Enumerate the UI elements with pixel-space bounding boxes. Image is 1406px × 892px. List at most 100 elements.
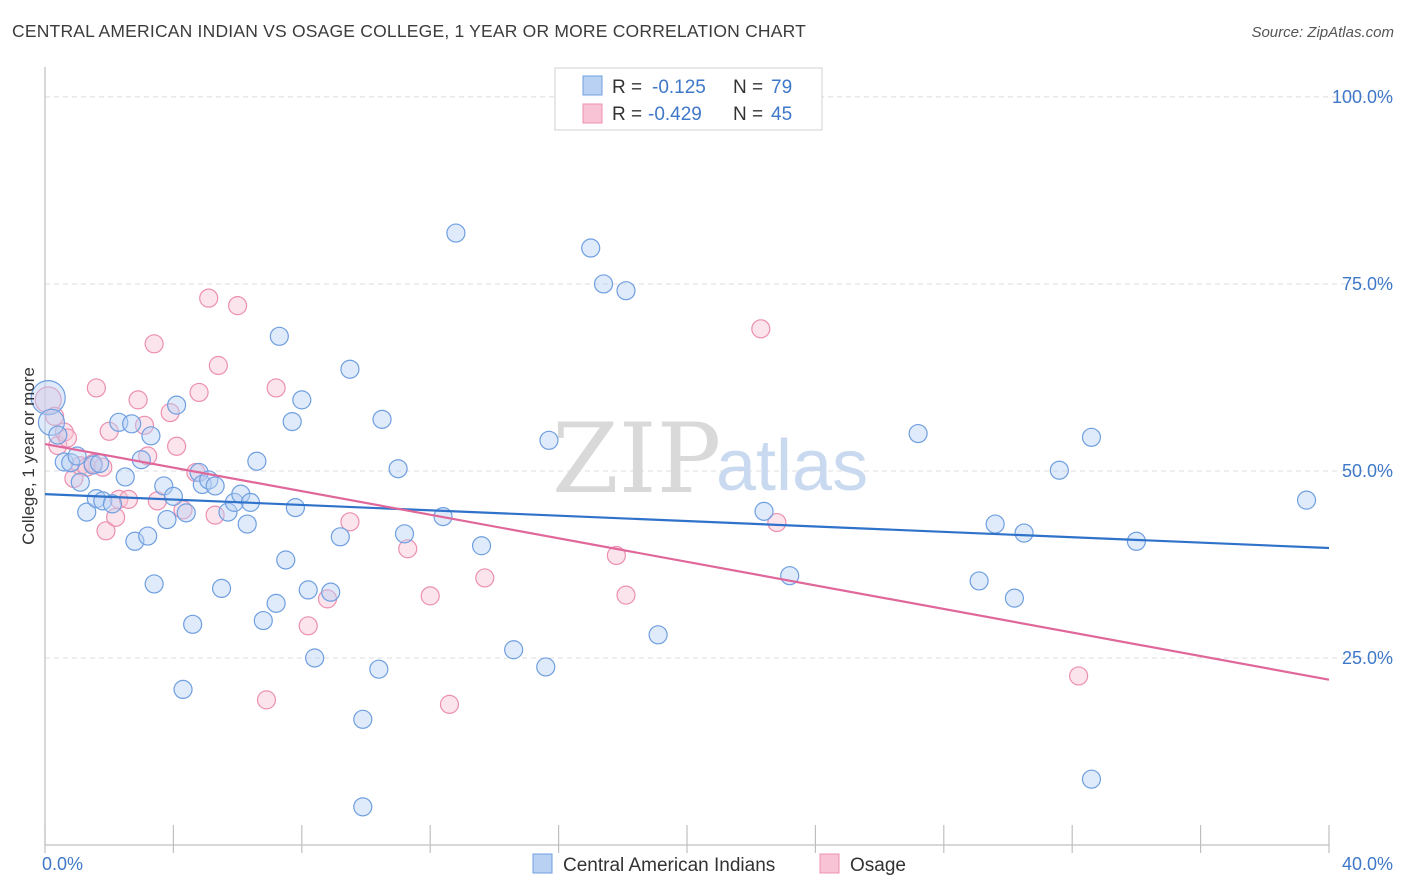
stats-legend-r-value-2: -0.429	[648, 104, 702, 125]
central-american-indian-point-33	[218, 502, 238, 522]
stats-legend-n-value-1: 79	[771, 77, 792, 98]
osage-point-11	[96, 521, 116, 541]
central-american-indian-point-15	[122, 414, 142, 434]
central-american-indian-point-39	[253, 610, 273, 631]
central-american-indian-point-42	[276, 550, 296, 570]
osage-point-0	[34, 386, 62, 414]
central-american-indian-point-71	[985, 514, 1005, 534]
central-american-indian-point-67	[754, 501, 774, 521]
central-american-indian-point-16	[125, 531, 145, 551]
series-legend-swatch-pink	[819, 853, 840, 874]
y-tick-label-75: 75.0%	[1342, 274, 1393, 294]
central-american-indian-point-20	[144, 574, 164, 594]
central-american-indian-point-78	[1296, 490, 1317, 510]
osage-point-21	[160, 403, 180, 423]
grid-lines	[45, 96, 1392, 659]
central-american-indian-point-60	[504, 640, 524, 660]
central-american-indian-point-21	[154, 476, 174, 496]
stats-legend-r-value-1: -0.125	[652, 77, 706, 98]
osage-points	[34, 288, 1089, 714]
central-american-indian-point-49	[330, 527, 350, 547]
osage-trend-line	[44, 442, 1330, 681]
central-american-indian-point-75	[1081, 427, 1102, 447]
central-american-indian-point-6	[70, 472, 90, 492]
central-american-indian-point-25	[173, 679, 193, 700]
osage-point-38	[475, 568, 495, 588]
central-american-indian-point-31	[205, 476, 225, 496]
osage-point-39	[606, 545, 626, 566]
x-tick-label-40: 40.0%	[1342, 854, 1393, 874]
osage-point-19	[144, 334, 164, 354]
osage-point-16	[128, 390, 148, 410]
central-american-indian-point-24	[167, 395, 187, 415]
central-american-indian-point-19	[141, 426, 161, 446]
central-american-indian-point-1	[37, 408, 66, 436]
y-tick-label-25: 25.0%	[1342, 648, 1393, 668]
osage-point-35	[398, 539, 418, 559]
central-american-indian-point-8	[83, 455, 103, 475]
central-american-indian-point-74	[1049, 460, 1069, 480]
y-tick-label-100: 100.0%	[1332, 87, 1393, 107]
osage-point-36	[420, 586, 440, 606]
chart-title: CENTRAL AMERICAN INDIAN VS OSAGE COLLEGE…	[12, 21, 807, 41]
source-credit: Source: ZipAtlas.com	[1251, 24, 1394, 41]
x-tick-labels: 0.0% 40.0%	[42, 854, 1393, 874]
osage-point-25	[189, 382, 209, 403]
central-american-indian-point-40	[266, 593, 286, 613]
stats-legend-n-label-2: N =	[733, 104, 763, 125]
central-american-indian-point-12	[102, 494, 123, 514]
central-american-indian-point-73	[1014, 523, 1034, 543]
osage-point-37	[439, 694, 460, 714]
central-american-indian-point-45	[292, 390, 312, 410]
central-american-indian-point-63	[581, 238, 601, 258]
osage-point-32	[298, 616, 318, 636]
osage-point-34	[340, 512, 360, 532]
central-american-indian-point-58	[446, 223, 466, 243]
central-american-indian-point-55	[388, 459, 408, 479]
central-american-indian-point-23	[163, 486, 183, 506]
central-american-indian-point-36	[237, 514, 257, 534]
central-american-indian-point-48	[321, 582, 341, 602]
central-american-indian-point-66	[648, 625, 668, 645]
y-tick-label-50: 50.0%	[1342, 461, 1393, 481]
watermark: ZIP atlas	[552, 403, 868, 515]
central-american-indian-point-61	[536, 657, 556, 677]
central-american-indian-point-50	[340, 359, 360, 379]
central-american-indian-point-32	[211, 578, 232, 599]
central-american-indian-point-53	[369, 659, 389, 679]
watermark-zip: ZIP	[552, 403, 721, 515]
osage-point-26	[199, 288, 219, 308]
osage-point-22	[167, 436, 187, 456]
central-american-indian-point-54	[372, 409, 392, 429]
osage-point-42	[767, 512, 787, 533]
central-american-indian-point-62	[539, 430, 559, 450]
osage-point-40	[616, 585, 636, 605]
x-tick-label-0: 0.0%	[42, 854, 83, 874]
central-american-indian-point-2	[48, 425, 68, 445]
watermark-atlas: atlas	[716, 426, 868, 506]
osage-point-30	[256, 690, 277, 710]
y-tick-labels: 25.0% 50.0% 75.0% 100.0%	[1332, 87, 1393, 668]
central-american-indian-point-7	[77, 502, 97, 522]
central-american-indian-point-44	[285, 498, 305, 518]
central-american-indian-point-65	[616, 281, 636, 301]
osage-point-43	[1069, 666, 1089, 686]
stats-legend-n-value-2: 45	[771, 104, 792, 125]
osage-point-15	[118, 489, 139, 509]
series-legend-label-pink: Osage	[850, 855, 906, 876]
stats-legend-r-label-1: R =	[612, 77, 642, 98]
central-american-indian-point-52	[353, 797, 373, 817]
central-american-indian-point-27	[183, 614, 203, 634]
central-american-indian-trend-line	[44, 493, 1330, 550]
central-american-indian-point-72	[1004, 588, 1025, 608]
series-legend-label-blue: Central American Indians	[563, 855, 775, 876]
osage-point-9	[86, 378, 106, 398]
osage-point-41	[751, 319, 771, 339]
central-american-indian-point-69	[908, 423, 928, 444]
central-american-indian-point-10	[89, 453, 110, 474]
osage-point-31	[266, 378, 286, 398]
trend-lines	[44, 442, 1330, 681]
stats-legend: R = -0.125 N = 79 R = -0.429 N = 45	[554, 67, 823, 131]
osage-point-28	[208, 355, 228, 376]
